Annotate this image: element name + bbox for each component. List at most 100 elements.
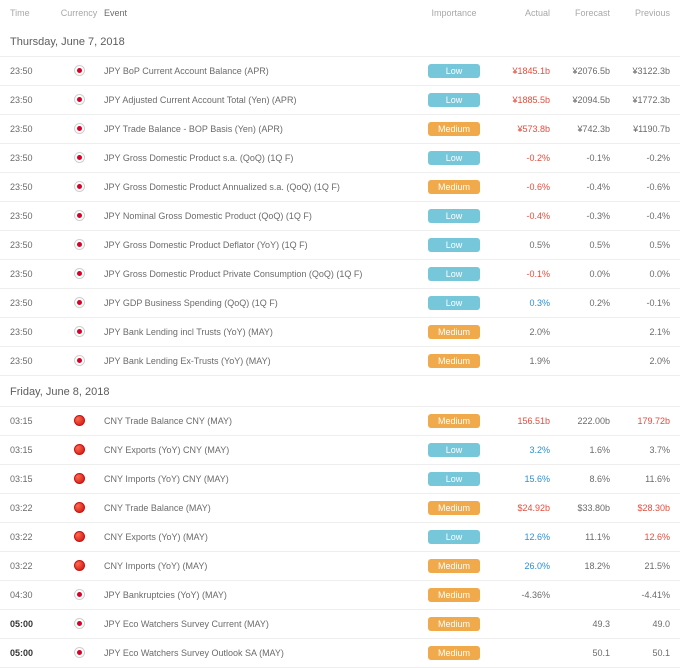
cell-event: CNY Imports (YoY) CNY (MAY) (104, 474, 418, 484)
header-actual[interactable]: Actual (490, 8, 550, 18)
jpy-flag-icon (74, 94, 85, 105)
cell-importance: Medium (418, 180, 490, 194)
cell-event: CNY Trade Balance (MAY) (104, 503, 418, 513)
cell-currency (54, 297, 104, 310)
table-row[interactable]: 05:00JPY Eco Watchers Survey Current (MA… (0, 610, 680, 639)
table-row[interactable]: 23:50JPY Bank Lending Ex-Trusts (YoY) (M… (0, 347, 680, 376)
cny-flag-icon (74, 444, 85, 455)
table-row[interactable]: 23:50JPY Adjusted Current Account Total … (0, 86, 680, 115)
cell-actual: -0.4% (490, 211, 550, 221)
cell-event: JPY Bank Lending Ex-Trusts (YoY) (MAY) (104, 356, 418, 366)
header-previous[interactable]: Previous (610, 8, 670, 18)
cell-time: 23:50 (10, 66, 54, 76)
cell-currency (54, 560, 104, 573)
cell-currency (54, 94, 104, 107)
jpy-flag-icon (74, 65, 85, 76)
table-row[interactable]: 23:50JPY Trade Balance - BOP Basis (Yen)… (0, 115, 680, 144)
cell-importance: Medium (418, 588, 490, 602)
table-row[interactable]: 04:30JPY Bankruptcies (YoY) (MAY)Medium-… (0, 581, 680, 610)
cell-forecast: 50.1 (550, 648, 610, 658)
cell-previous: -0.2% (610, 153, 670, 163)
cell-time: 04:30 (10, 590, 54, 600)
table-row[interactable]: 03:22CNY Exports (YoY) (MAY)Low12.6%11.1… (0, 523, 680, 552)
table-row[interactable]: 23:50 JPY BoP Current Account Balance (AP… (0, 57, 680, 86)
cell-previous: ¥3122.3b (610, 66, 670, 76)
calendar-table: Thursday, June 7, 2018 23:50 JPY BoP Curre… (0, 26, 680, 668)
cell-event: JPY Adjusted Current Account Total (Yen)… (104, 95, 418, 105)
cell-previous: ¥1772.3b (610, 95, 670, 105)
cell-actual: 156.51b (490, 416, 550, 426)
cell-time: 03:15 (10, 445, 54, 455)
cell-forecast: 11.1% (550, 532, 610, 542)
section-header: Thursday, June 7, 2018 (0, 26, 680, 57)
cell-time: 03:22 (10, 503, 54, 513)
cell-currency (54, 415, 104, 428)
cell-importance: Medium (418, 559, 490, 573)
header-event[interactable]: Event (104, 8, 418, 18)
cell-forecast: 222.00b (550, 416, 610, 426)
jpy-flag-icon (74, 326, 85, 337)
table-row[interactable]: 23:50JPY Gross Domestic Product s.a. (Qo… (0, 144, 680, 173)
cell-currency (54, 65, 104, 78)
cell-currency (54, 123, 104, 136)
cny-flag-icon (74, 473, 85, 484)
cell-currency (54, 152, 104, 165)
importance-badge: Low (428, 151, 480, 165)
cell-actual: ¥1885.5b (490, 95, 550, 105)
cell-currency (54, 444, 104, 457)
table-row[interactable]: 03:15CNY Imports (YoY) CNY (MAY)Low15.6%… (0, 465, 680, 494)
cell-actual: 12.6% (490, 532, 550, 542)
table-row[interactable]: 23:50JPY Bank Lending incl Trusts (YoY) … (0, 318, 680, 347)
table-row[interactable]: 03:15CNY Trade Balance CNY (MAY)Medium15… (0, 407, 680, 436)
cell-currency (54, 268, 104, 281)
cell-event: CNY Exports (YoY) CNY (MAY) (104, 445, 418, 455)
cell-time: 03:15 (10, 474, 54, 484)
cell-time: 23:50 (10, 211, 54, 221)
cell-forecast: 0.5% (550, 240, 610, 250)
cell-actual: 1.9% (490, 356, 550, 366)
cell-importance: Low (418, 530, 490, 544)
cell-time: 03:22 (10, 532, 54, 542)
cell-previous: 2.0% (610, 356, 670, 366)
cell-forecast: 1.6% (550, 445, 610, 455)
table-row[interactable]: 23:50JPY Nominal Gross Domestic Product … (0, 202, 680, 231)
importance-badge: Medium (428, 646, 480, 660)
cell-previous: 12.6% (610, 532, 670, 542)
cell-previous: -0.1% (610, 298, 670, 308)
table-row[interactable]: 05:00JPY Eco Watchers Survey Outlook SA … (0, 639, 680, 668)
cell-time: 23:50 (10, 153, 54, 163)
cell-actual: $24.92b (490, 503, 550, 513)
header-currency[interactable]: Currency (54, 8, 104, 18)
jpy-flag-icon (74, 589, 85, 600)
table-row[interactable]: 03:22CNY Imports (YoY) (MAY)Medium26.0%1… (0, 552, 680, 581)
cell-currency (54, 181, 104, 194)
jpy-flag-icon (74, 355, 85, 366)
cell-previous: 179.72b (610, 416, 670, 426)
importance-badge: Low (428, 209, 480, 223)
cell-forecast: -0.3% (550, 211, 610, 221)
cell-event: CNY Imports (YoY) (MAY) (104, 561, 418, 571)
cell-event: JPY Gross Domestic Product Private Consu… (104, 269, 418, 279)
table-row[interactable]: 23:50JPY Gross Domestic Product Private … (0, 260, 680, 289)
table-row[interactable]: 03:22CNY Trade Balance (MAY)Medium$24.92… (0, 494, 680, 523)
table-row[interactable]: 23:50JPY GDP Business Spending (QoQ) (1Q… (0, 289, 680, 318)
cell-event: JPY BoP Current Account Balance (APR) (104, 66, 418, 76)
cell-importance: Low (418, 64, 490, 78)
cell-previous: -4.41% (610, 590, 670, 600)
cell-importance: Low (418, 472, 490, 486)
cell-actual: -0.1% (490, 269, 550, 279)
header-time[interactable]: Time (10, 8, 54, 18)
cell-actual: 3.2% (490, 445, 550, 455)
cell-event: JPY Eco Watchers Survey Current (MAY) (104, 619, 418, 629)
header-importance[interactable]: Importance (418, 8, 490, 18)
cell-forecast: ¥742.3b (550, 124, 610, 134)
table-row[interactable]: 23:50JPY Gross Domestic Product Deflator… (0, 231, 680, 260)
table-row[interactable]: 23:50JPY Gross Domestic Product Annualiz… (0, 173, 680, 202)
cell-event: JPY Eco Watchers Survey Outlook SA (MAY) (104, 648, 418, 658)
importance-badge: Low (428, 64, 480, 78)
cell-actual: -0.6% (490, 182, 550, 192)
table-row[interactable]: 03:15CNY Exports (YoY) CNY (MAY)Low3.2%1… (0, 436, 680, 465)
cell-currency (54, 326, 104, 339)
header-forecast[interactable]: Forecast (550, 8, 610, 18)
importance-badge: Low (428, 93, 480, 107)
